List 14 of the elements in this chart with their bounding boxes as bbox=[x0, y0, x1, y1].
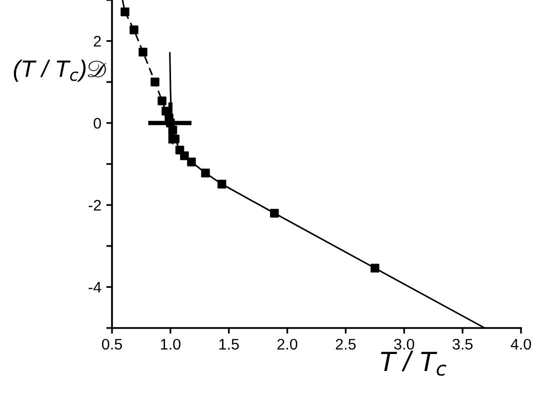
x-tick-label: 2.0 bbox=[277, 338, 298, 350]
y-tick-label: 2 bbox=[94, 36, 101, 47]
x-tick-label: 3.0 bbox=[394, 338, 414, 350]
x-tick-label: 2.5 bbox=[336, 338, 356, 350]
x-axis-title: T / T$_{c}$ bbox=[380, 350, 446, 376]
x-tick-label: 3.5 bbox=[452, 338, 473, 350]
x-tick-label: 1.0 bbox=[160, 338, 180, 350]
y-axis-title: (T / T$_{c}$)𝒟 bbox=[14, 60, 106, 82]
y-tick-label: -2 bbox=[88, 200, 101, 211]
y-tick-label: -4 bbox=[88, 282, 102, 293]
x-tick-label: 4.0 bbox=[510, 338, 532, 350]
y-tick-label: 0 bbox=[94, 118, 101, 129]
x-tick-label: 1.5 bbox=[219, 338, 239, 350]
x-tick-label: 0.5 bbox=[102, 338, 122, 350]
